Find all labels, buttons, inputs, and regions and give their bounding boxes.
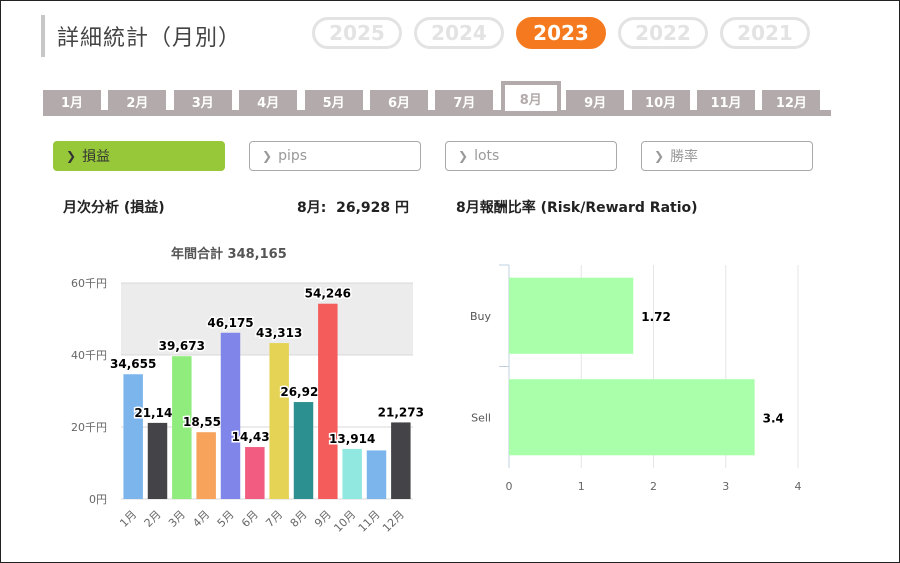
page-title-bar: 詳細統計（月別） — [41, 15, 241, 57]
data-label: 13,914 — [329, 432, 375, 446]
bar-1[interactable] — [123, 374, 143, 499]
rr-bar-buy[interactable] — [509, 277, 634, 354]
data-label: 43,313 — [256, 326, 302, 340]
risk-reward-heading: 8月報酬比率 (Risk/Reward Ratio) — [456, 200, 698, 216]
x-tick-label: 2 — [650, 480, 657, 493]
chevron-right-icon: ❯ — [458, 149, 469, 163]
filter-label: 勝率 — [670, 149, 699, 165]
x-tick-label: 8月 — [288, 508, 310, 530]
x-tick-label: 0 — [506, 480, 513, 493]
tab-month-2[interactable]: 2月 — [108, 90, 167, 112]
x-tick-label: 6月 — [239, 508, 261, 530]
data-label: 14,432 — [232, 430, 278, 444]
bar-6[interactable] — [245, 447, 265, 499]
filter-pips-button[interactable]: ❯ pips — [249, 141, 421, 171]
x-tick-label: 7月 — [263, 508, 285, 530]
chevron-right-icon: ❯ — [262, 149, 273, 163]
year-button-2021[interactable]: 2021 — [720, 17, 810, 49]
bar-2[interactable] — [147, 422, 168, 499]
year-button-2023[interactable]: 2023 — [516, 17, 606, 49]
tab-month-3[interactable]: 3月 — [173, 90, 232, 112]
tab-month-5[interactable]: 5月 — [304, 90, 363, 112]
risk-reward-chart: 0 1 2 3 4 1.72 Buy 3.4 Sell — [470, 264, 802, 493]
filter-pnl-button[interactable]: ❯ 損益 — [53, 141, 225, 171]
data-label: 1.72 — [641, 310, 671, 324]
x-tick-label: 4月 — [190, 508, 212, 530]
filter-label: lots — [474, 148, 500, 164]
x-tick-label: 9月 — [312, 508, 334, 530]
data-label: 39,673 — [159, 339, 205, 353]
tab-month-4[interactable]: 4月 — [239, 90, 298, 112]
tab-month-6[interactable]: 6月 — [370, 90, 428, 112]
tab-month-7[interactable]: 7月 — [435, 90, 494, 112]
x-tick-label: 11月 — [356, 508, 383, 535]
data-label: 21,146 — [134, 406, 180, 420]
chevron-right-icon: ❯ — [66, 149, 77, 163]
y-tick-label: 20千円 — [71, 421, 107, 434]
monthly-pnl-chart: 0円 20千円 40千円 60千円 34,655 1月 21,146 2月 39,673 3月 18… — [71, 277, 425, 535]
bar-12[interactable] — [391, 422, 411, 499]
x-tick-label: 3月 — [166, 508, 188, 530]
bar-5[interactable] — [220, 332, 241, 499]
x-tick-label: 10月 — [331, 508, 358, 535]
annual-total: 年間合計 348,165 — [171, 247, 287, 262]
plot-band — [121, 283, 413, 355]
tabs-baseline — [43, 110, 831, 116]
y-tick-label: Sell — [471, 411, 491, 424]
data-label: 18,555 — [183, 415, 229, 429]
data-label: 46,175 — [207, 316, 253, 330]
filter-label: pips — [278, 148, 308, 164]
x-tick-label: 1 — [578, 480, 585, 493]
x-tick-label: 3 — [722, 480, 729, 493]
x-tick-label: 2月 — [142, 508, 164, 530]
y-tick-label: 40千円 — [71, 349, 107, 362]
year-selector: 2025 2024 2023 2022 2021 — [312, 17, 810, 49]
x-tick-label: 12月 — [380, 508, 407, 535]
month-total-value: 26,928 円 — [336, 200, 409, 216]
monthly-analysis-heading: 月次分析 (損益) — [63, 200, 165, 216]
y-tick-label: 60千円 — [71, 277, 107, 290]
metric-filters: ❯ 損益 ❯ pips ❯ lots ❯ 勝率 — [53, 141, 813, 171]
bar-3[interactable] — [172, 356, 192, 499]
filter-winrate-button[interactable]: ❯ 勝率 — [641, 141, 813, 171]
tab-month-11[interactable]: 11月 — [697, 90, 755, 112]
tab-month-1[interactable]: 1月 — [43, 90, 101, 112]
bar-11[interactable] — [366, 450, 387, 499]
page-title: 詳細統計（月別） — [57, 26, 242, 51]
month-total-label: 8月: — [297, 200, 327, 216]
year-button-2025[interactable]: 2025 — [312, 17, 402, 49]
bar-10[interactable] — [342, 448, 362, 499]
tab-month-10[interactable]: 10月 — [631, 90, 690, 112]
filter-lots-button[interactable]: ❯ lots — [445, 141, 617, 171]
data-label: 21,273 — [378, 405, 424, 419]
y-tick-label: 0円 — [89, 493, 107, 506]
data-label: 26,928 — [280, 385, 326, 399]
bar-4[interactable] — [196, 432, 216, 499]
month-total: 8月: 26,928 円 — [297, 197, 409, 217]
tab-month-9[interactable]: 9月 — [566, 90, 625, 112]
month-tabs: 1月 2月 3月 4月 5月 6月 7月 8月 9月 10月 11月 12月 — [43, 81, 831, 117]
data-label: 3.4 — [763, 411, 784, 425]
bar-8[interactable] — [293, 402, 314, 499]
bar-7[interactable] — [269, 343, 289, 499]
year-button-2024[interactable]: 2024 — [414, 17, 504, 49]
tab-month-12[interactable]: 12月 — [762, 90, 821, 112]
data-label: 34,655 — [110, 357, 156, 371]
x-tick-label: 5月 — [215, 508, 237, 530]
data-label: 54,246 — [305, 287, 351, 301]
filter-label: 損益 — [82, 149, 111, 165]
y-tick-label: Buy — [470, 310, 492, 323]
x-tick-label: 4 — [795, 480, 802, 493]
year-button-2022[interactable]: 2022 — [618, 17, 708, 49]
tab-month-8[interactable]: 8月 — [500, 81, 561, 111]
bar-9[interactable] — [318, 303, 338, 499]
rr-bar-sell[interactable] — [509, 379, 755, 456]
chevron-right-icon: ❯ — [654, 149, 665, 163]
x-tick-label: 1月 — [117, 508, 139, 530]
